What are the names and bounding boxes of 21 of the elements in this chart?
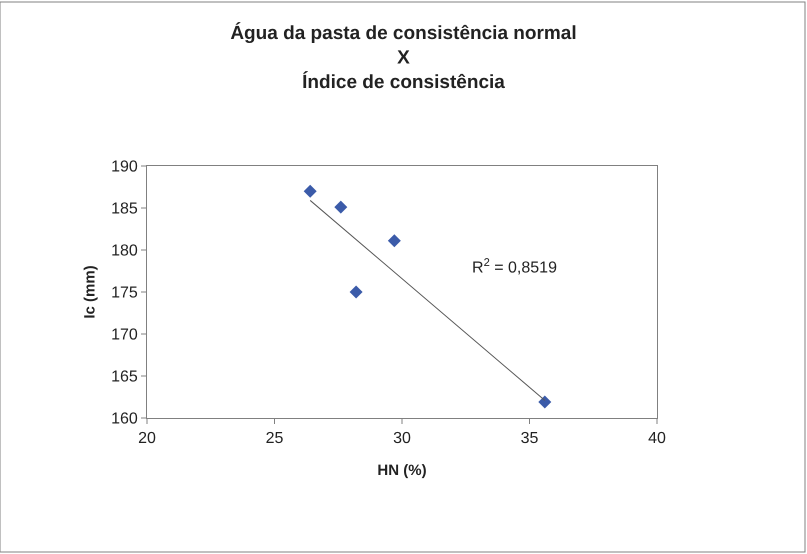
y-tick-label: 185	[111, 200, 138, 218]
y-tick-label: 180	[111, 242, 138, 260]
point	[304, 184, 317, 198]
chart-title: Água da pasta de consistência normal X Índice de consistência	[230, 22, 577, 94]
x-tick-label: 30	[393, 430, 411, 448]
y-tick-label: 175	[111, 284, 138, 302]
point	[334, 200, 348, 214]
y-tick-label: 160	[111, 410, 138, 428]
point	[350, 286, 363, 298]
point	[538, 396, 552, 409]
y-axis-title: Ic (mm)	[81, 265, 98, 319]
y-tick-label: 165	[111, 368, 138, 386]
y-tick-label: 190	[111, 158, 138, 176]
x-tick-label: 40	[648, 430, 666, 448]
x-tick-label: 25	[266, 430, 284, 448]
point	[388, 234, 401, 248]
y-tick-label: 170	[111, 326, 138, 344]
x-tick-label: 20	[138, 430, 156, 448]
annotation: R$^{2}$ = 0,8519	[472, 257, 558, 277]
x-tick-label: 35	[520, 430, 538, 448]
x-axis-title: HN (%)	[377, 462, 427, 480]
